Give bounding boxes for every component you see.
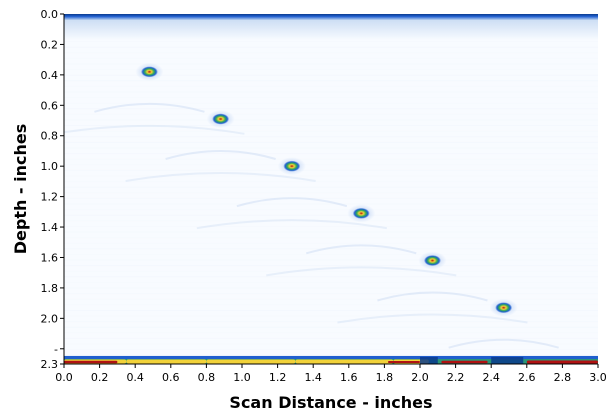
plot-area xyxy=(64,14,598,364)
x-tick-label: 0.6 xyxy=(162,371,180,384)
y-tick-label: 0.0 xyxy=(41,8,59,21)
surface-echo-band xyxy=(64,14,598,20)
y-tick-label: 1.6 xyxy=(41,251,59,264)
x-tick-label: 0.2 xyxy=(91,371,109,384)
reflector-spot xyxy=(140,66,158,78)
diffraction-arc xyxy=(64,124,245,135)
backwall-echo xyxy=(64,355,598,364)
backwall-gap xyxy=(420,356,438,364)
x-tick-label: 2.0 xyxy=(411,371,429,384)
reflector-spot xyxy=(352,207,370,219)
diffraction-arc xyxy=(196,219,388,230)
diffraction-arc xyxy=(165,150,276,160)
y-tick-label: 0.4 xyxy=(41,69,59,82)
x-tick-label: 1.0 xyxy=(233,371,251,384)
diffraction-arc xyxy=(266,266,457,277)
diffraction-arc xyxy=(125,172,316,182)
y-tick-label: 2.3 xyxy=(41,358,59,371)
y-tick-label: 2.0 xyxy=(41,312,59,325)
x-tick-label: 0.8 xyxy=(198,371,216,384)
y-tick-label: 1.4 xyxy=(41,221,59,234)
diffraction-arc xyxy=(305,244,417,255)
x-tick-label: 2.4 xyxy=(482,371,500,384)
x-tick-label: 1.2 xyxy=(269,371,287,384)
x-tick-label: 0.4 xyxy=(126,371,144,384)
reflector-spot xyxy=(283,160,301,172)
y-tick-label: 1.0 xyxy=(41,160,59,173)
reflector-spot xyxy=(495,302,513,314)
diffraction-arc xyxy=(448,338,559,349)
x-tick-label: 2.6 xyxy=(518,371,536,384)
y-tick-label: - xyxy=(54,343,58,356)
x-tick-label: 2.2 xyxy=(447,371,465,384)
diffraction-arc xyxy=(94,102,205,113)
reflector-spot xyxy=(212,113,230,125)
y-tick-label: 1.8 xyxy=(41,282,59,295)
backwall-red-segment xyxy=(526,360,598,364)
y-axis-ticks: 0.0 0.2 0.4 0.6 0.8 1.0 1.2 1.4 1.6 1.8 2.0 - 2.3 xyxy=(41,8,64,371)
y-tick-label: 0.6 xyxy=(41,99,59,112)
x-tick-label: 0.0 xyxy=(55,371,73,384)
x-tick-label: 1.8 xyxy=(376,371,394,384)
diffraction-arc xyxy=(236,197,348,208)
x-tick-label: 2.8 xyxy=(554,371,572,384)
backwall-gap xyxy=(491,356,524,364)
y-axis-title: Depth - inches xyxy=(11,124,30,255)
x-axis-ticks: 0.0 0.2 0.4 0.6 0.8 1.0 1.2 1.4 1.6 1.8 2.0 2.2 2.4 2… xyxy=(55,364,607,384)
reflector-spots xyxy=(135,62,518,317)
backwall-yellow-segment xyxy=(295,359,394,364)
backwall-yellow-segment xyxy=(206,359,296,364)
backwall-red-segment xyxy=(441,360,488,364)
backwall-yellow-segment xyxy=(126,359,207,364)
surface-echo-fade xyxy=(64,18,598,40)
backwall-red-segment xyxy=(64,360,118,364)
background-texture xyxy=(64,35,598,362)
reflector-spot xyxy=(423,255,441,267)
diffraction-arc xyxy=(337,313,528,324)
x-axis-title: Scan Distance - inches xyxy=(229,393,432,412)
x-tick-label: 1.4 xyxy=(304,371,322,384)
x-tick-label: 3.0 xyxy=(589,371,607,384)
y-tick-label: 0.2 xyxy=(41,38,59,51)
x-tick-label: 1.6 xyxy=(340,371,358,384)
diffraction-arc xyxy=(377,291,488,302)
backwall-red-segment xyxy=(387,360,420,363)
y-tick-label: 1.2 xyxy=(41,191,59,204)
y-tick-label: 0.8 xyxy=(41,130,59,143)
